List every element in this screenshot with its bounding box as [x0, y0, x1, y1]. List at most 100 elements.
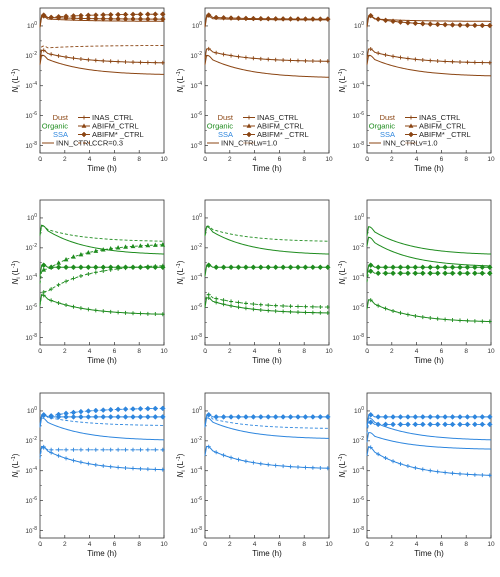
- series-0-marker: [243, 414, 249, 420]
- panel-organic-1: 100 10-2 10-4 10-6 10-80 2 4 6 8 10 Time (h) Ni (L-…: [11, 199, 168, 365]
- series-3-marker: [48, 264, 55, 271]
- legend-marker: [408, 123, 414, 128]
- x-axis-title: Time (h): [414, 549, 444, 558]
- series-4-marker: [101, 268, 106, 273]
- series-4-marker: [214, 300, 219, 305]
- series-4-marker: [398, 461, 403, 466]
- series-4-marker: [458, 318, 462, 323]
- y-tick-label: 10-8: [190, 141, 202, 150]
- series-2-marker: [100, 247, 106, 252]
- series-3-marker: [288, 304, 293, 309]
- series-2-marker: [250, 264, 257, 271]
- series-1-marker: [159, 414, 166, 420]
- series-1-marker: [367, 12, 374, 19]
- x-axis-title: Time (h): [414, 356, 444, 365]
- series-0-marker: [472, 414, 478, 420]
- y-tick-label: 10-8: [352, 141, 364, 150]
- y-tick-label: 10-6: [190, 496, 202, 505]
- x-tick-label: 6: [440, 156, 444, 163]
- legend-label: v=1.0: [419, 139, 438, 148]
- series-2-marker: [138, 243, 143, 248]
- series-0-marker: [272, 414, 279, 420]
- series-2-marker: [325, 59, 330, 64]
- x-tick-label: 8: [137, 156, 141, 163]
- y-tick-label: 10-8: [190, 333, 202, 342]
- legend-marker: [409, 115, 413, 120]
- x-tick-label: 0: [203, 348, 207, 355]
- series-2-marker: [214, 50, 219, 55]
- x-tick-label: 10: [325, 156, 333, 163]
- series-2-marker: [486, 264, 493, 271]
- series-4-marker: [376, 303, 381, 308]
- y-tick-label: 10-4: [25, 273, 37, 282]
- x-axis-title: Time (h): [252, 356, 282, 365]
- x-tick-label: 8: [302, 348, 306, 355]
- legend-dust: Dust: [218, 113, 234, 122]
- series-3-marker: [310, 465, 315, 470]
- series-2-marker: [280, 264, 286, 271]
- x-axis-title: Time (h): [87, 164, 117, 173]
- series-3-marker: [236, 300, 241, 305]
- series-1-marker: [442, 421, 448, 428]
- series-2-marker: [472, 264, 478, 271]
- x-tick-label: 10: [160, 348, 168, 355]
- series-2-marker: [303, 58, 308, 63]
- series-2-marker: [420, 58, 425, 63]
- series-2-marker: [375, 264, 382, 271]
- series-2-marker: [55, 13, 62, 20]
- series-1-marker: [472, 421, 478, 428]
- series-4-marker: [450, 471, 455, 476]
- series-1-marker: [205, 12, 212, 18]
- y-tick-label: 10-4: [25, 81, 37, 90]
- series-4-marker: [420, 315, 425, 320]
- x-tick-label: 6: [278, 348, 282, 355]
- series-3-marker: [412, 270, 419, 277]
- series-1-marker: [464, 421, 471, 428]
- series-2-marker: [145, 11, 151, 18]
- series-5-marker: [64, 456, 69, 461]
- legend-organic: Organic: [42, 122, 69, 131]
- series-4-marker: [310, 310, 315, 315]
- series-2-marker: [243, 264, 249, 271]
- series-1-marker: [427, 421, 434, 428]
- series-3-marker: [457, 270, 463, 277]
- series-3-marker: [382, 270, 389, 277]
- series-2-marker: [434, 264, 441, 271]
- x-tick-label: 10: [325, 541, 333, 548]
- series-line-4: [366, 446, 492, 476]
- series-4-marker: [56, 282, 61, 287]
- series-5-marker: [108, 464, 113, 469]
- series-2-marker: [85, 250, 91, 255]
- series-line-3: [204, 54, 330, 78]
- series-2-marker: [419, 264, 426, 271]
- series-3-marker: [214, 450, 219, 455]
- series-3-marker: [63, 264, 69, 271]
- series-4-marker: [318, 310, 323, 315]
- series-0-marker: [295, 414, 301, 420]
- series-line-0: [39, 16, 164, 28]
- series-2-marker: [63, 257, 69, 262]
- x-tick-label: 0: [38, 541, 42, 548]
- x-tick-label: 4: [88, 541, 92, 548]
- series-5-marker: [108, 309, 113, 314]
- series-2-marker: [78, 12, 84, 19]
- legend-inn: INN_CTRL: [56, 139, 93, 148]
- series-1-marker: [302, 16, 309, 22]
- y-tick-label: 10-4: [190, 81, 202, 90]
- series-4-marker: [405, 312, 410, 317]
- series-3-marker: [303, 304, 308, 309]
- series-4-marker: [405, 464, 410, 469]
- series-1-marker: [100, 15, 107, 22]
- legend-marker: [247, 115, 251, 120]
- series-4-marker: [465, 318, 470, 323]
- series-4-marker: [160, 447, 165, 452]
- series-2-marker: [257, 264, 264, 271]
- y-tick-label: 10-4: [352, 466, 364, 475]
- series-4-marker: [78, 57, 83, 62]
- series-1-marker: [122, 414, 129, 420]
- series-1-marker: [70, 414, 77, 420]
- y-tick-label: 10-2: [352, 51, 364, 60]
- series-4-marker: [303, 310, 308, 315]
